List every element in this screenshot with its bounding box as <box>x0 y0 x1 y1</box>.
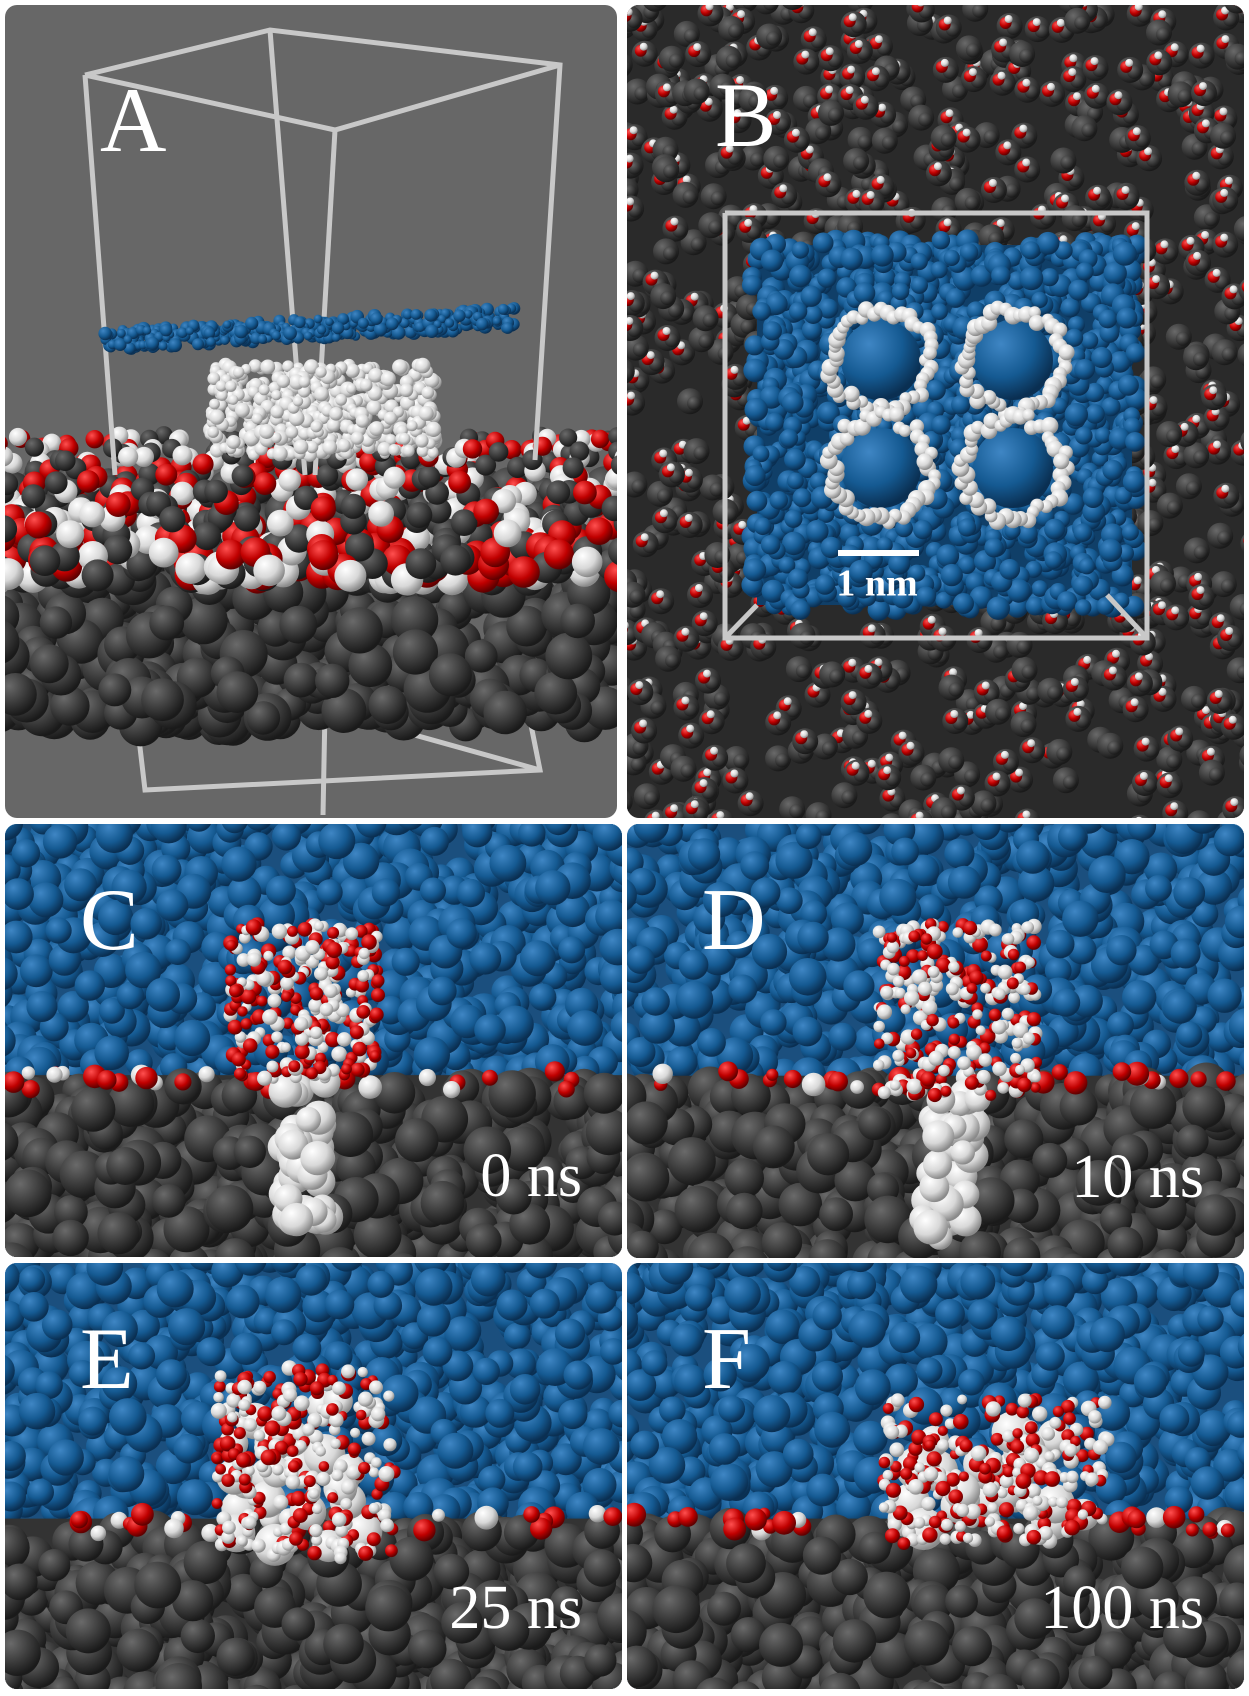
time-label: 100 ns <box>1040 1574 1204 1642</box>
molecule <box>223 917 385 1237</box>
panel: E 25 ns <box>5 1263 622 1689</box>
box-edge <box>723 603 759 640</box>
time-label: 0 ns <box>480 1142 582 1210</box>
box-edge <box>84 27 563 461</box>
ring <box>951 406 1075 530</box>
time-label: 10 ns <box>1071 1143 1204 1211</box>
panel: F 100 ns <box>627 1263 1244 1689</box>
box-edge <box>82 74 118 476</box>
ring <box>954 300 1075 422</box>
slab <box>5 426 617 747</box>
panel-label: E <box>80 1311 134 1408</box>
panel: D 10 ns <box>627 824 1244 1258</box>
membrane <box>98 302 521 355</box>
ring <box>819 405 941 530</box>
box-edge <box>1105 593 1149 640</box>
ring <box>820 301 939 421</box>
molecule <box>210 1360 401 1566</box>
time-label: 25 ns <box>449 1574 582 1642</box>
scale-bar-label: 1 nm <box>836 563 917 605</box>
panel-label: A <box>100 69 166 171</box>
panel-label: D <box>702 872 766 969</box>
panel-label: F <box>702 1311 751 1408</box>
panel: C 0 ns <box>5 824 622 1257</box>
panel: 1 nm B <box>627 5 1244 818</box>
panel-label: C <box>80 872 139 969</box>
molecule <box>877 1393 1115 1551</box>
nanotubes <box>203 357 442 462</box>
panel-label: B <box>715 64 776 166</box>
panel: A <box>5 5 617 818</box>
box-edge <box>132 694 544 793</box>
molecule <box>871 918 1043 1250</box>
membrane <box>741 229 1148 621</box>
